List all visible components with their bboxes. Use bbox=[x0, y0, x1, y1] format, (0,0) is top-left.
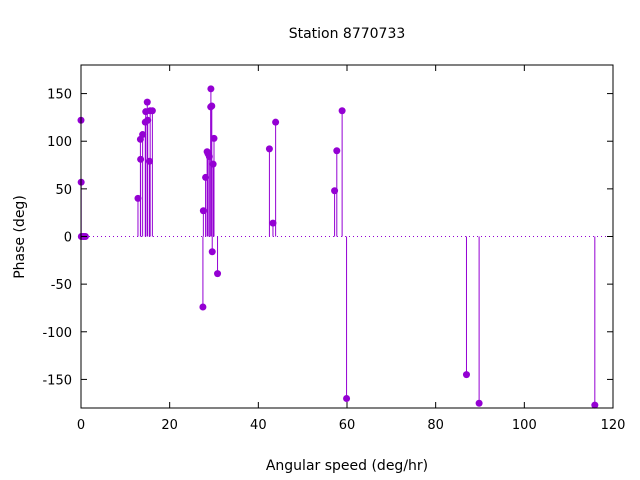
y-tick-label: 100 bbox=[47, 135, 72, 150]
data-point bbox=[214, 270, 222, 278]
y-tick-label: 50 bbox=[55, 183, 72, 198]
data-point bbox=[475, 399, 483, 407]
x-tick-label: 20 bbox=[161, 418, 178, 433]
data-point bbox=[331, 187, 339, 195]
data-point bbox=[145, 157, 153, 165]
data-point bbox=[199, 303, 207, 311]
data-point bbox=[137, 155, 145, 163]
x-tick-label: 120 bbox=[601, 418, 626, 433]
data-point bbox=[139, 131, 147, 139]
chart-title: Station 8770733 bbox=[289, 26, 406, 42]
y-tick-label: 0 bbox=[64, 231, 72, 246]
y-tick-label: -150 bbox=[42, 373, 72, 388]
data-point bbox=[591, 401, 599, 409]
stem-layer bbox=[80, 88, 596, 406]
x-tick-label: 0 bbox=[77, 418, 85, 433]
data-point bbox=[207, 85, 215, 93]
y-tick-label: -50 bbox=[51, 278, 72, 293]
data-point bbox=[208, 102, 216, 110]
x-tick-label: 40 bbox=[250, 418, 267, 433]
data-point bbox=[343, 394, 351, 402]
y-tick-label: 150 bbox=[47, 88, 72, 103]
data-point bbox=[269, 219, 277, 227]
data-point bbox=[333, 147, 341, 155]
x-tick-label: 100 bbox=[512, 418, 537, 433]
data-point bbox=[338, 107, 346, 115]
data-point bbox=[148, 107, 156, 115]
y-tick-label: -100 bbox=[42, 326, 72, 341]
x-tick-label: 60 bbox=[339, 418, 356, 433]
y-axis-ticks: -150 -100 -50 0 50 100 150 bbox=[42, 88, 613, 388]
data-point bbox=[144, 116, 152, 124]
data-point bbox=[205, 152, 213, 160]
data-point bbox=[134, 194, 142, 202]
y-axis-label: Phase (deg) bbox=[12, 195, 28, 279]
data-point bbox=[208, 248, 216, 256]
data-point bbox=[209, 160, 217, 168]
data-point bbox=[272, 118, 280, 126]
data-point bbox=[199, 207, 207, 215]
data-point bbox=[462, 371, 470, 379]
data-point bbox=[210, 134, 218, 142]
data-point bbox=[265, 145, 273, 153]
x-axis-label: Angular speed (deg/hr) bbox=[266, 458, 428, 474]
data-point bbox=[143, 98, 151, 106]
x-axis-ticks: 0 20 40 60 80 100 120 bbox=[77, 65, 626, 433]
data-point bbox=[202, 173, 210, 181]
point-layer bbox=[77, 85, 599, 409]
x-tick-label: 80 bbox=[427, 418, 444, 433]
